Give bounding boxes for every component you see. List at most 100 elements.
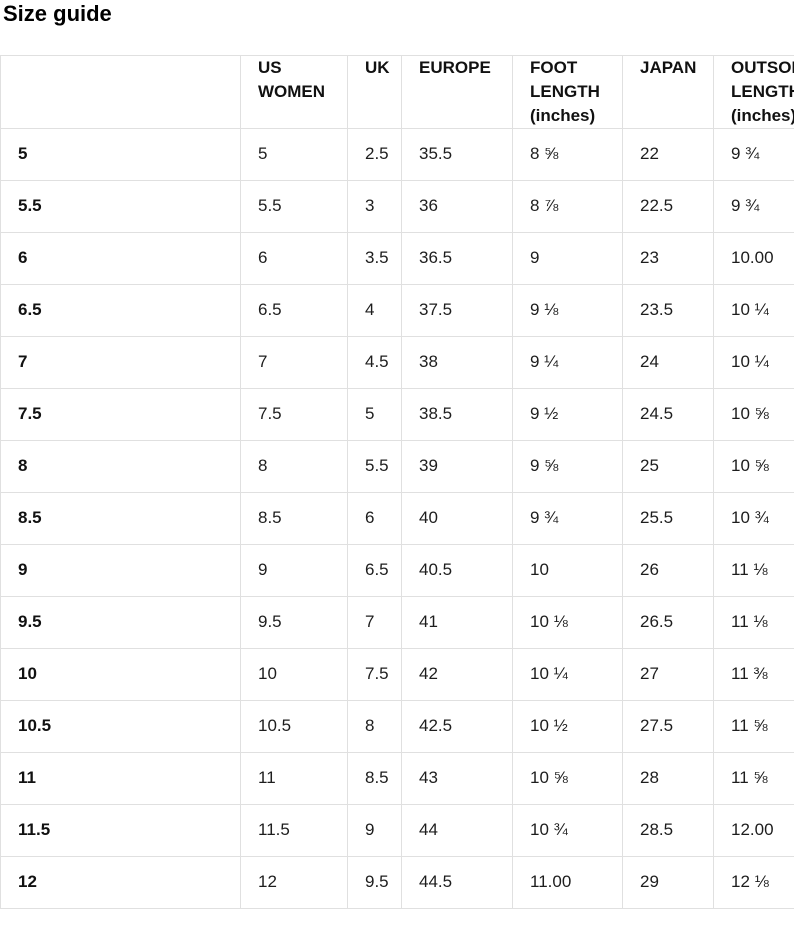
table-cell: 8.5 bbox=[347, 751, 402, 805]
table-row: 7 7 4.5 38 9 ¼ 24 10 ¼ bbox=[0, 335, 794, 389]
row-header: 11.5 bbox=[0, 803, 241, 857]
table-cell: 11 ⅝ bbox=[713, 699, 794, 753]
corner-header bbox=[0, 55, 241, 129]
table-row: 9 9 6.5 40.5 10 26 11 ⅛ bbox=[0, 543, 794, 597]
table-cell: 36.5 bbox=[401, 231, 513, 285]
table-cell: 27 bbox=[622, 647, 714, 701]
table-cell: 5.5 bbox=[347, 439, 402, 493]
table-row: 11.5 11.5 9 44 10 ¾ 28.5 12.00 bbox=[0, 803, 794, 857]
table-cell: 26 bbox=[622, 543, 714, 597]
table-cell: 10 ¼ bbox=[713, 335, 794, 389]
table-cell: 9 ¾ bbox=[713, 127, 794, 181]
table-cell: 7.5 bbox=[240, 387, 348, 441]
size-table-head: US WOMEN UK EUROPE FOOT LENGTH (inches) JAPA… bbox=[0, 55, 794, 129]
table-cell: 43 bbox=[401, 751, 513, 805]
column-header: FOOT LENGTH (inches) bbox=[512, 55, 623, 129]
table-cell: 9.5 bbox=[240, 595, 348, 649]
table-cell: 3.5 bbox=[347, 231, 402, 285]
row-header: 9 bbox=[0, 543, 241, 597]
table-cell: 10 ¼ bbox=[512, 647, 623, 701]
table-cell: 40.5 bbox=[401, 543, 513, 597]
table-cell: 10 ⅛ bbox=[512, 595, 623, 649]
row-header: 7 bbox=[0, 335, 241, 389]
table-cell: 35.5 bbox=[401, 127, 513, 181]
table-cell: 8 ⅝ bbox=[512, 127, 623, 181]
table-cell: 9 ¼ bbox=[512, 335, 623, 389]
table-cell: 6 bbox=[347, 491, 402, 545]
table-cell: 27.5 bbox=[622, 699, 714, 753]
table-cell: 23.5 bbox=[622, 283, 714, 337]
table-cell: 42.5 bbox=[401, 699, 513, 753]
table-row: 6 6 3.5 36.5 9 23 10.00 bbox=[0, 231, 794, 285]
row-header: 8 bbox=[0, 439, 241, 493]
table-row: 11 11 8.5 43 10 ⅝ 28 11 ⅝ bbox=[0, 751, 794, 805]
table-cell: 5 bbox=[347, 387, 402, 441]
table-cell: 4.5 bbox=[347, 335, 402, 389]
table-cell: 9 bbox=[512, 231, 623, 285]
row-header: 12 bbox=[0, 855, 241, 909]
table-cell: 38 bbox=[401, 335, 513, 389]
table-cell: 24 bbox=[622, 335, 714, 389]
table-cell: 10 ⅝ bbox=[713, 439, 794, 493]
table-cell: 9 bbox=[240, 543, 348, 597]
table-cell: 10 bbox=[512, 543, 623, 597]
table-cell: 2.5 bbox=[347, 127, 402, 181]
table-cell: 25 bbox=[622, 439, 714, 493]
row-header: 10 bbox=[0, 647, 241, 701]
table-cell: 9 ½ bbox=[512, 387, 623, 441]
table-row: 12 12 9.5 44.5 11.00 29 12 ⅛ bbox=[0, 855, 794, 909]
table-row: 7.5 7.5 5 38.5 9 ½ 24.5 10 ⅝ bbox=[0, 387, 794, 441]
table-row: 8.5 8.5 6 40 9 ¾ 25.5 10 ¾ bbox=[0, 491, 794, 545]
row-header: 5.5 bbox=[0, 179, 241, 233]
column-header: JAPAN bbox=[622, 55, 714, 129]
table-cell: 5 bbox=[240, 127, 348, 181]
table-cell: 10 ¾ bbox=[713, 491, 794, 545]
column-header: EUROPE bbox=[401, 55, 513, 129]
table-cell: 42 bbox=[401, 647, 513, 701]
row-header: 10.5 bbox=[0, 699, 241, 753]
table-cell: 11 bbox=[240, 751, 348, 805]
table-cell: 9 ¾ bbox=[713, 179, 794, 233]
table-cell: 28 bbox=[622, 751, 714, 805]
table-cell: 12 bbox=[240, 855, 348, 909]
table-cell: 22.5 bbox=[622, 179, 714, 233]
table-cell: 10 bbox=[240, 647, 348, 701]
table-cell: 39 bbox=[401, 439, 513, 493]
row-header: 6 bbox=[0, 231, 241, 285]
column-header: UK bbox=[347, 55, 402, 129]
table-cell: 6.5 bbox=[240, 283, 348, 337]
table-cell: 6 bbox=[240, 231, 348, 285]
column-header: US WOMEN bbox=[240, 55, 348, 129]
table-cell: 40 bbox=[401, 491, 513, 545]
table-cell: 10 ⅝ bbox=[512, 751, 623, 805]
table-row: 6.5 6.5 4 37.5 9 ⅛ 23.5 10 ¼ bbox=[0, 283, 794, 337]
page-title: Size guide bbox=[3, 1, 112, 26]
size-guide-table: US WOMEN UK EUROPE FOOT LENGTH (inches) JAPA… bbox=[0, 55, 794, 909]
table-cell: 7.5 bbox=[347, 647, 402, 701]
table-row: 5.5 5.5 3 36 8 ⅞ 22.5 9 ¾ bbox=[0, 179, 794, 233]
table-cell: 7 bbox=[347, 595, 402, 649]
table-cell: 44.5 bbox=[401, 855, 513, 909]
table-cell: 26.5 bbox=[622, 595, 714, 649]
table-cell: 36 bbox=[401, 179, 513, 233]
row-header: 7.5 bbox=[0, 387, 241, 441]
table-cell: 9 ⅛ bbox=[512, 283, 623, 337]
table-cell: 38.5 bbox=[401, 387, 513, 441]
table-cell: 37.5 bbox=[401, 283, 513, 337]
table-cell: 6.5 bbox=[347, 543, 402, 597]
table-cell: 28.5 bbox=[622, 803, 714, 857]
table-cell: 11 ⅜ bbox=[713, 647, 794, 701]
table-cell: 12 ⅛ bbox=[713, 855, 794, 909]
table-cell: 7 bbox=[240, 335, 348, 389]
table-cell: 22 bbox=[622, 127, 714, 181]
table-cell: 8 ⅞ bbox=[512, 179, 623, 233]
table-cell: 5.5 bbox=[240, 179, 348, 233]
table-row: 10 10 7.5 42 10 ¼ 27 11 ⅜ bbox=[0, 647, 794, 701]
table-cell: 4 bbox=[347, 283, 402, 337]
table-cell: 11 ⅝ bbox=[713, 751, 794, 805]
table-row: 8 8 5.5 39 9 ⅝ 25 10 ⅝ bbox=[0, 439, 794, 493]
table-row: 9.5 9.5 7 41 10 ⅛ 26.5 11 ⅛ bbox=[0, 595, 794, 649]
table-cell: 8 bbox=[347, 699, 402, 753]
